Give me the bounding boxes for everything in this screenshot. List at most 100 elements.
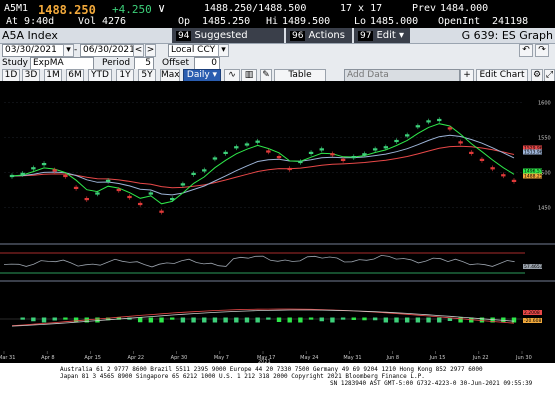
current-value-label: 1496.573	[524, 169, 546, 175]
current-value-tag	[523, 168, 542, 174]
last-price: 1488.250	[38, 3, 96, 17]
end-date-field[interactable]: 06/30/2021	[80, 44, 134, 57]
histogram-value-label: 2.2008	[524, 310, 540, 316]
candle-body	[319, 148, 324, 151]
x-tick-label: Jun 15	[429, 355, 446, 361]
candle-body	[415, 125, 421, 128]
histogram-value-tag	[523, 310, 542, 315]
candle-body	[148, 192, 154, 195]
date-separator: -	[74, 45, 78, 55]
histogram-bar	[170, 317, 175, 320]
ema-fast-line	[11, 123, 515, 205]
ema-lines	[11, 123, 515, 205]
open-value: 1485.250	[202, 16, 251, 27]
histogram-bar	[255, 317, 260, 323]
date-toolbar: 03/30/2021 ▾ - 06/30/2021 < > Local CCY …	[0, 44, 555, 57]
x-axis: Mar 31 Apr 8 Apr 15 Apr 22 Apr 30 May 7 May 17…	[0, 351, 532, 363]
y-axis: 1600 1550 1500 1450	[538, 101, 551, 212]
candle-body	[255, 140, 260, 143]
x-tick-label: Apr 30	[171, 355, 188, 361]
histogram-bar	[372, 317, 378, 321]
prev-period-icon[interactable]: <	[133, 44, 144, 57]
prev-value: 1484.000	[440, 3, 489, 14]
oscillator-line	[3, 254, 515, 268]
candle-body	[511, 179, 517, 182]
quote-strip: A5M1 1488.250 +4.250 ∨ 1488.250/1488.500…	[0, 0, 555, 28]
study-label: Study	[2, 58, 28, 68]
vol-value: 4276	[102, 16, 127, 27]
x-tick-label: Apr 15	[84, 355, 101, 361]
candle-body	[52, 169, 57, 172]
x-tick-label: Jun 8	[386, 355, 400, 361]
candle-body	[479, 158, 485, 161]
candle-body	[116, 188, 122, 192]
openint-value: 241198	[492, 16, 529, 27]
security-name[interactable]: A5A Index	[2, 29, 58, 42]
histogram-bar	[52, 317, 57, 321]
candle-body	[394, 139, 399, 143]
x-tick-label: May 24	[300, 355, 318, 361]
range-toolbar: 1D 3D 1M 6M YTD 1Y 5Y Max Daily ▾ ∿ ▥ ✎ …	[0, 69, 555, 82]
candle-body	[105, 179, 111, 182]
menu-number: 97	[358, 31, 374, 41]
x-tick-label: Jun 22	[472, 355, 489, 361]
range-3d-button[interactable]: 3D	[22, 69, 40, 82]
histogram-bar	[319, 317, 324, 322]
undo-icon[interactable]: ↶	[519, 44, 533, 57]
panel-separator	[0, 243, 555, 245]
y-tick-label: 1550	[538, 136, 551, 142]
candle-body	[437, 118, 442, 122]
edit-menu[interactable]: 97 Edit ▾	[354, 28, 410, 43]
histogram-bar	[105, 317, 111, 321]
currency-dropdown-icon[interactable]: ▾	[218, 44, 229, 57]
footer-line-1: Australia 61 2 9777 8600 Brazil 5511 239…	[60, 366, 483, 373]
bid-ask-size: 17 x 17	[340, 3, 383, 14]
footer: Australia 61 2 9777 8600 Brazil 5511 239…	[0, 363, 555, 400]
x-year-label: 2021	[258, 359, 271, 363]
histogram-bar	[137, 317, 143, 323]
currency-select[interactable]: Local CCY	[168, 44, 220, 57]
candle-body	[383, 146, 389, 149]
current-value-tag	[523, 173, 542, 179]
low-label: Lo	[354, 16, 367, 27]
period-label: Period	[102, 58, 131, 68]
histogram-bar	[437, 317, 442, 323]
candle-body	[180, 183, 186, 186]
candle-body	[234, 146, 239, 149]
frequency-select[interactable]: Daily ▾	[183, 69, 221, 82]
x-tick-label: Jun 30	[515, 355, 532, 361]
histogram-bar	[479, 317, 485, 323]
candle-body	[298, 160, 303, 164]
redo-icon[interactable]: ↷	[535, 44, 549, 57]
histogram-bar	[298, 317, 303, 323]
x-tick-label: May 17	[257, 355, 275, 361]
histogram-bar	[234, 317, 239, 323]
candle-body	[9, 174, 15, 178]
start-date-field[interactable]: 03/30/2021	[2, 44, 64, 57]
next-period-icon[interactable]: >	[145, 44, 156, 57]
start-date-calendar-icon[interactable]: ▾	[63, 44, 74, 57]
histogram-bar	[191, 317, 196, 323]
candle-body	[426, 120, 431, 123]
current-value-label: 1529.962	[524, 146, 546, 152]
histogram-bar	[330, 317, 335, 323]
tick-direction-icon: ∨	[158, 1, 166, 15]
histogram-bar	[404, 317, 410, 323]
openint-label: OpenInt	[438, 16, 481, 27]
vol-label: Vol	[78, 16, 97, 27]
candle-body	[73, 186, 79, 189]
bar-chart-icon[interactable]: ▥	[241, 69, 257, 82]
histogram-bar	[276, 317, 282, 322]
menu-number: 94	[176, 31, 192, 41]
candle-body	[63, 174, 68, 178]
histogram-bar	[426, 317, 431, 323]
ticker[interactable]: A5M1	[4, 3, 29, 14]
histogram-bar	[73, 317, 79, 323]
candle-body	[501, 174, 506, 177]
x-tick-label: Mar 31	[0, 355, 15, 361]
histogram-bar	[458, 317, 463, 323]
candle-body	[223, 151, 228, 154]
